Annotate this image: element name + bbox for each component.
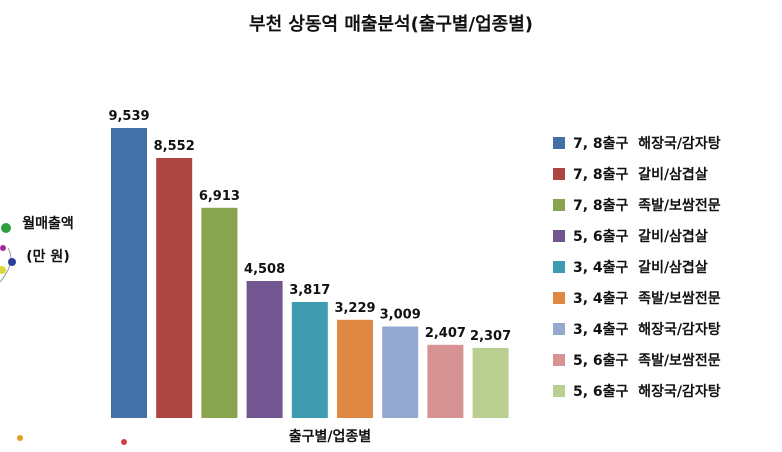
bar-6 [337, 319, 373, 418]
y-axis-label: 월매출액 (만 원) [8, 208, 88, 274]
legend-label-5: 3, 4출구 갈비/삼겹살 [573, 259, 708, 276]
bar-7 [382, 326, 419, 418]
y-axis-label-line-2: (만 원) [26, 249, 70, 265]
bar-8 [427, 344, 464, 418]
legend-item-1: 7, 8출구 해장국/감자탕 [553, 127, 721, 158]
legend-swatch-1 [553, 136, 565, 149]
bar-value-label-7: 3,009 [380, 308, 421, 323]
bar-value-label-3: 6,913 [199, 189, 240, 204]
bar-value-label-4: 4,508 [244, 262, 285, 277]
legend-swatch-7 [553, 322, 565, 335]
bar-9 [472, 347, 509, 418]
legend-label-6: 3, 4출구 족발/보쌈전문 [573, 290, 721, 307]
bar-value-label-8: 2,407 [425, 326, 466, 341]
legend-label-7: 3, 4출구 해장국/감자탕 [573, 321, 721, 338]
legend-label-3: 7, 8출구 족발/보쌈전문 [573, 197, 721, 214]
legend-label-4: 5, 6출구 갈비/삼겹살 [573, 228, 708, 245]
legend-swatch-6 [553, 291, 565, 304]
legend-swatch-5 [553, 260, 565, 273]
legend-swatch-3 [553, 198, 565, 211]
legend-swatch-4 [553, 229, 565, 242]
decorative-flowers [0, 223, 127, 445]
legend-item-9: 5, 6출구 해장국/감자탕 [553, 375, 721, 406]
legend-swatch-2 [553, 167, 565, 180]
legend-swatch-9 [553, 384, 565, 397]
bar-value-label-2: 8,552 [154, 139, 195, 154]
legend-item-7: 3, 4출구 해장국/감자탕 [553, 313, 721, 344]
legend-item-5: 3, 4출구 갈비/삼겹살 [553, 251, 721, 282]
bar-1 [111, 128, 147, 418]
legend-label-9: 5, 6출구 해장국/감자탕 [573, 383, 721, 400]
chart-title: 부천 상동역 매출분석(출구별/업종별) [249, 14, 533, 35]
bar-value-label-9: 2,307 [470, 329, 511, 344]
legend-label-2: 7, 8출구 갈비/삼겹살 [573, 166, 708, 183]
bar-value-label-6: 3,229 [334, 301, 375, 316]
legend-label-8: 5, 6출구 족발/보쌈전문 [573, 352, 721, 369]
y-axis-label-line-1: 월매출액 [22, 216, 74, 232]
chart-legend: 7, 8출구 해장국/감자탕 7, 8출구 갈비/삼겹살 7, 8출구 족발/보쌈전… [553, 127, 721, 406]
legend-item-3: 7, 8출구 족발/보쌈전문 [553, 189, 721, 220]
legend-item-8: 5, 6출구 족발/보쌈전문 [553, 344, 721, 375]
legend-item-2: 7, 8출구 갈비/삼겹살 [553, 158, 721, 189]
legend-swatch-8 [553, 353, 565, 366]
bar-2 [156, 158, 193, 418]
legend-item-6: 3, 4출구 족발/보쌈전문 [553, 282, 721, 313]
legend-label-1: 7, 8출구 해장국/감자탕 [573, 135, 721, 152]
x-axis-label: 출구별/업종별 [288, 429, 372, 445]
bar-value-label-1: 9,539 [108, 109, 149, 124]
bar-3 [201, 207, 238, 418]
legend-item-4: 5, 6출구 갈비/삼겹살 [553, 220, 721, 251]
bar-5 [291, 302, 328, 418]
bar-value-label-5: 3,817 [289, 283, 330, 298]
bar-4 [246, 281, 283, 418]
